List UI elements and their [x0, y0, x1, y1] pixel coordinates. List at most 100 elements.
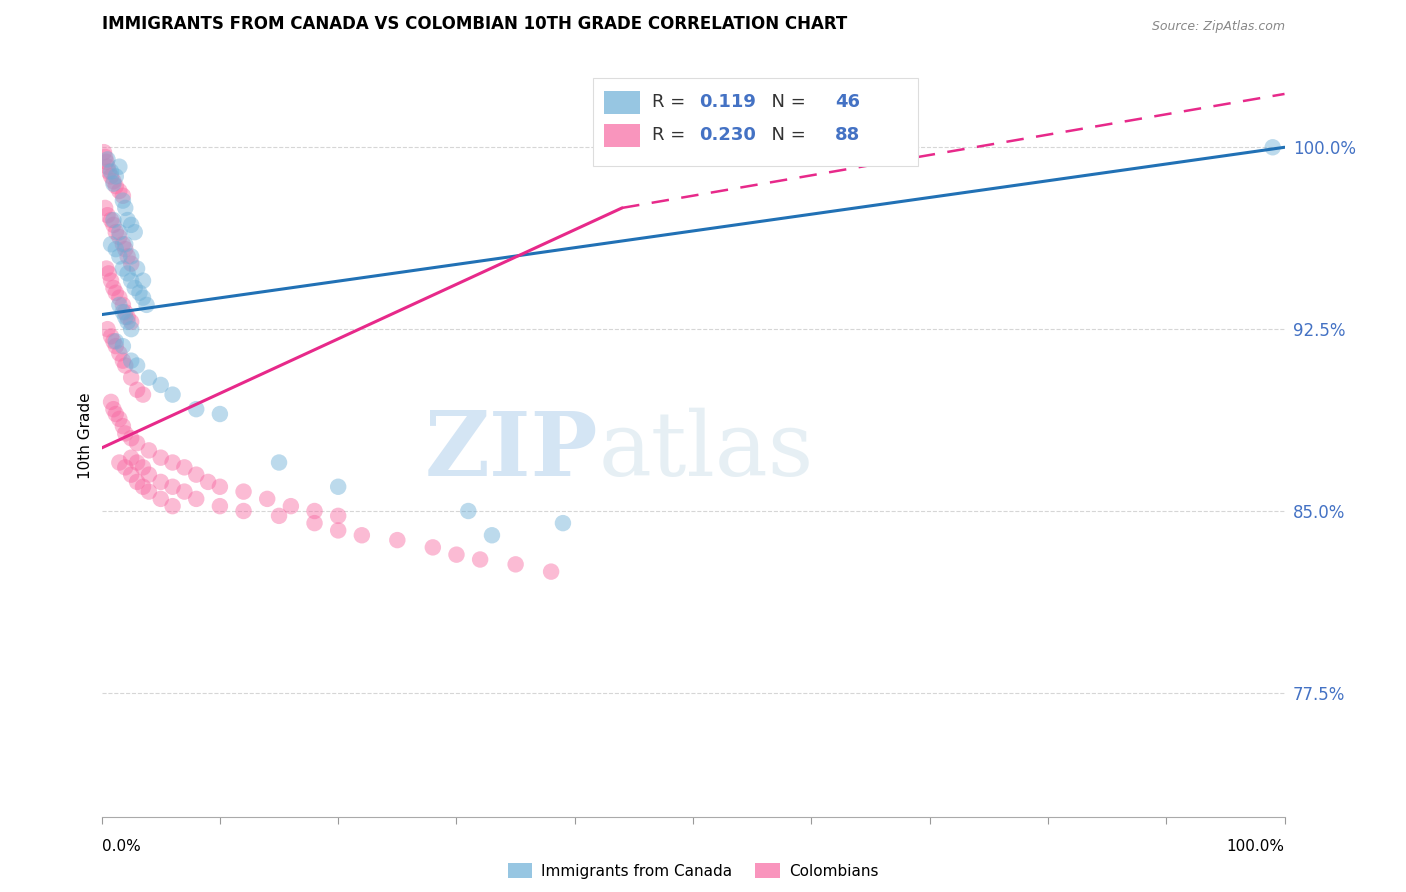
Point: [104, 225, 127, 239]
Point: [120, 353, 142, 368]
Point: [328, 524, 350, 538]
Point: [117, 249, 139, 263]
Point: [173, 484, 195, 499]
Point: [111, 188, 134, 202]
Point: [114, 237, 136, 252]
Point: [111, 339, 134, 353]
Point: [208, 499, 231, 513]
Point: [100, 164, 122, 178]
Text: 0.0%: 0.0%: [101, 838, 141, 854]
Point: [96, 261, 118, 276]
Point: [208, 480, 231, 494]
Point: [100, 329, 122, 343]
Point: [120, 370, 142, 384]
Bar: [605, 91, 640, 114]
Point: [127, 436, 149, 450]
Point: [94, 201, 117, 215]
Point: [120, 257, 142, 271]
Point: [104, 169, 127, 184]
Point: [120, 218, 142, 232]
Point: [138, 443, 160, 458]
Point: [162, 499, 184, 513]
Point: [104, 407, 127, 421]
Y-axis label: 10th Grade: 10th Grade: [79, 392, 93, 479]
Point: [100, 274, 122, 288]
Text: Source: ZipAtlas.com: Source: ZipAtlas.com: [1152, 20, 1285, 33]
Point: [96, 208, 118, 222]
Text: atlas: atlas: [599, 408, 814, 495]
Point: [108, 184, 131, 198]
Point: [127, 475, 149, 489]
Point: [100, 213, 122, 227]
Text: 100.0%: 100.0%: [1226, 838, 1285, 854]
Point: [103, 334, 125, 349]
Point: [108, 456, 131, 470]
Point: [256, 491, 278, 506]
Point: [186, 402, 208, 417]
Point: [162, 480, 184, 494]
Point: [127, 359, 149, 373]
Point: [197, 475, 219, 489]
Point: [111, 194, 134, 208]
Text: 88: 88: [835, 126, 860, 145]
Point: [124, 281, 146, 295]
Point: [100, 237, 122, 252]
Point: [232, 484, 254, 499]
Point: [232, 504, 254, 518]
Bar: [592, 78, 918, 166]
Point: [120, 249, 142, 263]
Point: [304, 504, 326, 518]
Point: [505, 558, 527, 572]
Point: [96, 153, 118, 167]
Point: [173, 460, 195, 475]
Point: [387, 533, 409, 547]
Point: [114, 305, 136, 319]
Point: [446, 548, 468, 562]
Point: [132, 291, 155, 305]
Point: [103, 402, 125, 417]
Point: [149, 475, 172, 489]
Text: N =: N =: [761, 126, 813, 145]
Point: [120, 315, 142, 329]
Point: [103, 174, 125, 188]
Point: [103, 213, 125, 227]
Point: [127, 383, 149, 397]
Point: [120, 322, 142, 336]
Point: [481, 528, 503, 542]
Point: [111, 237, 134, 252]
Text: R =: R =: [651, 94, 690, 112]
Point: [186, 491, 208, 506]
Point: [97, 266, 120, 280]
Legend: Immigrants from Canada, Colombians: Immigrants from Canada, Colombians: [502, 857, 884, 885]
Point: [104, 285, 127, 300]
Point: [97, 164, 120, 178]
Point: [127, 456, 149, 470]
Point: [132, 460, 155, 475]
Point: [132, 274, 155, 288]
Point: [120, 274, 142, 288]
Point: [93, 145, 115, 160]
Point: [186, 467, 208, 482]
Point: [111, 305, 134, 319]
Point: [100, 395, 122, 409]
Text: R =: R =: [651, 126, 690, 145]
Point: [304, 516, 326, 530]
Point: [114, 460, 136, 475]
Point: [457, 504, 479, 518]
Point: [350, 528, 373, 542]
Point: [108, 291, 131, 305]
Point: [117, 315, 139, 329]
Point: [267, 508, 290, 523]
Point: [162, 456, 184, 470]
Point: [124, 225, 146, 239]
Point: [103, 218, 125, 232]
Point: [104, 339, 127, 353]
Point: [104, 334, 127, 349]
Point: [111, 419, 134, 434]
Point: [108, 412, 131, 426]
Point: [135, 298, 157, 312]
Point: [132, 480, 155, 494]
Point: [120, 431, 142, 445]
Text: 46: 46: [835, 94, 860, 112]
Point: [149, 378, 172, 392]
